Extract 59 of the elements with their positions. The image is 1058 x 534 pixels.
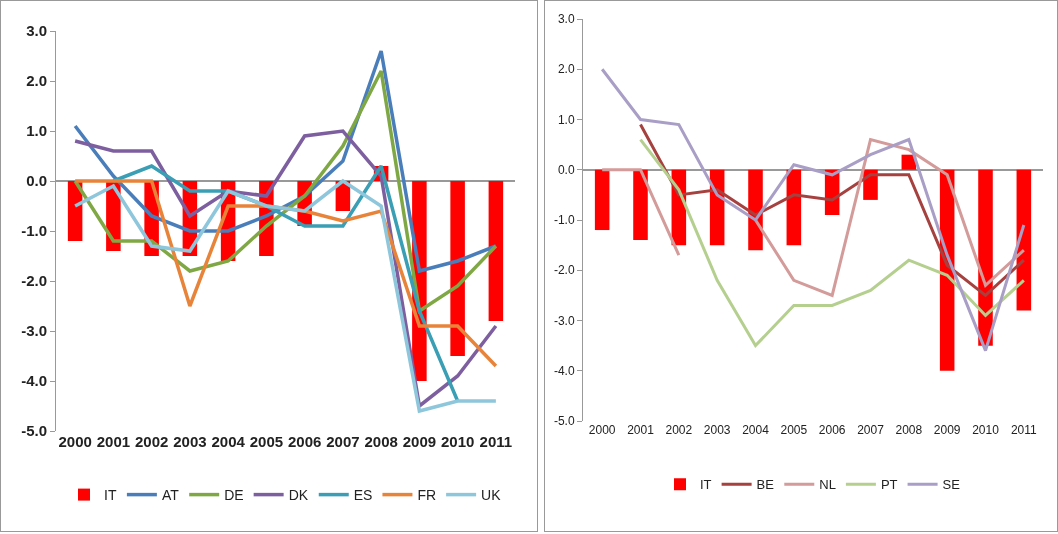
legend-label: ES	[353, 487, 373, 504]
legend-label: FR	[417, 487, 437, 504]
x-tick-label: 2011	[479, 433, 513, 450]
legend-label: DE	[224, 487, 244, 504]
y-tick-label: -4.0	[21, 372, 47, 390]
legend-label: UK	[481, 487, 502, 504]
y-tick-label: -3.0	[21, 322, 47, 340]
legend-label: SE	[942, 477, 961, 493]
x-tick-label: 2003	[173, 433, 207, 450]
x-tick-label: 2006	[287, 433, 322, 450]
legend-label: IT	[700, 477, 712, 493]
y-tick-label: -5.0	[21, 422, 47, 440]
x-tick-label: 2000	[58, 433, 92, 450]
x-tick-label: 2004	[211, 433, 246, 450]
line-series	[600, 67, 1026, 353]
x-tick-label: 2007	[857, 423, 885, 437]
line-series	[73, 69, 498, 313]
x-tick-label: 2009	[402, 433, 437, 450]
x-tick-label: 2005	[780, 423, 808, 437]
x-tick-label: 2010	[440, 433, 475, 450]
legend-label: IT	[104, 487, 117, 504]
y-tick-label: 2.0	[557, 62, 575, 77]
y-tick-label: -1.0	[553, 213, 575, 228]
y-tick-label: -2.0	[21, 272, 47, 290]
x-tick-label: 2011	[1010, 423, 1038, 437]
y-tick-label: 3.0	[557, 12, 575, 27]
y-tick-label: -5.0	[553, 414, 575, 429]
x-tick-label: 2005	[249, 433, 284, 450]
x-tick-label: 2001	[96, 433, 131, 450]
y-tick-label: -4.0	[553, 363, 575, 378]
legend-label: NL	[819, 477, 836, 493]
x-tick-label: 2007	[326, 433, 360, 450]
line-series	[639, 138, 1026, 348]
y-tick-label: 1.0	[26, 122, 47, 140]
x-tick-label: 2009	[933, 423, 961, 437]
line-series	[73, 179, 498, 413]
x-tick-label: 2002	[134, 433, 169, 450]
x-tick-label: 2001	[627, 423, 655, 437]
legend-label: DK	[288, 487, 309, 504]
y-tick-label: -1.0	[21, 222, 47, 240]
y-tick-label: 1.0	[557, 112, 575, 127]
legend-label: BE	[756, 477, 775, 493]
x-tick-label: 2002	[665, 423, 693, 437]
x-tick-label: 2003	[703, 423, 731, 437]
line-series	[639, 123, 1026, 297]
x-tick-label: 2008	[364, 433, 398, 450]
y-tick-label: 2.0	[26, 72, 47, 90]
x-tick-label: 2008	[895, 423, 923, 437]
y-tick-label: -3.0	[553, 313, 575, 328]
x-tick-label: 2004	[742, 423, 770, 437]
x-tick-label: 2010	[972, 423, 1000, 437]
y-tick-label: -2.0	[553, 263, 575, 278]
x-tick-label: 2000	[588, 423, 616, 437]
x-tick-label: 2006	[818, 423, 846, 437]
legend-label: PT	[880, 477, 898, 493]
y-tick-label: 0.0	[557, 162, 575, 177]
y-tick-label: 0.0	[26, 172, 47, 190]
legend-label: AT	[161, 487, 180, 504]
y-tick-label: 3.0	[26, 22, 47, 40]
